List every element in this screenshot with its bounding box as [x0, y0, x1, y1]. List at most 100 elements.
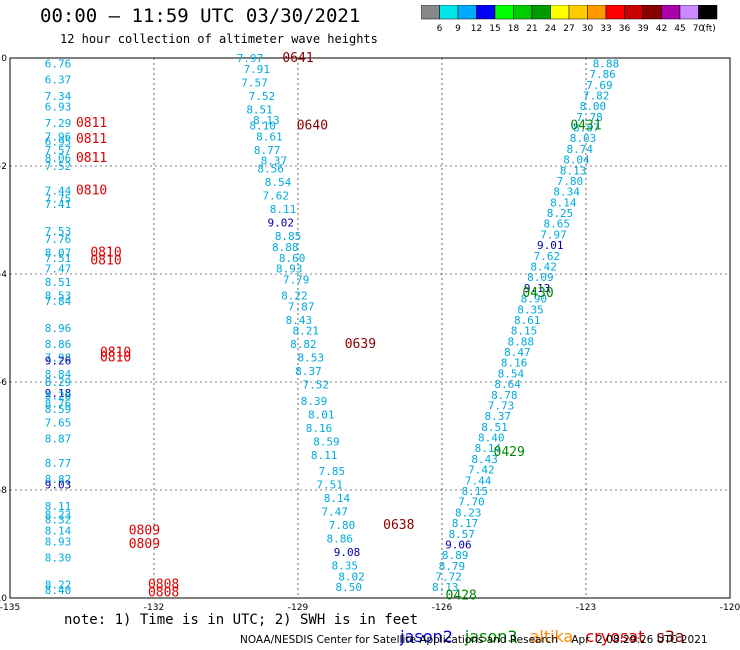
swh-value-label: 7.42 — [468, 464, 495, 477]
swh-value-label: 8.56 — [257, 163, 284, 176]
swh-value-label: 8.07 — [45, 246, 72, 259]
swh-value-label: 8.23 — [455, 506, 482, 519]
legend-cryosat: cryosat — [585, 627, 645, 646]
swh-value-label: 8.43 — [471, 453, 498, 466]
swh-value-label: 8.51 — [45, 276, 72, 289]
swh-value-label: 7.86 — [589, 68, 616, 81]
swh-value-label: 8.74 — [566, 143, 593, 156]
colorbar-label: 18 — [508, 24, 520, 34]
swh-value-label: 7.80 — [329, 519, 356, 532]
pass-time-label: 0641 — [282, 51, 313, 66]
swh-value-label: 8.88 — [507, 335, 534, 348]
swh-value-label: 8.03 — [570, 132, 597, 145]
swh-value-label: 7.51 — [316, 479, 343, 492]
swh-value-label: 7.57 — [45, 144, 72, 157]
colorbar-swatch — [698, 5, 718, 20]
swh-value-label: 7.70 — [458, 496, 485, 509]
swh-value-label: 8.54 — [265, 176, 292, 189]
swh-value-label: 8.65 — [544, 218, 571, 231]
swh-value-label: 8.86 — [45, 338, 72, 351]
colorbar-label: 27 — [563, 24, 574, 34]
swh-value-label: 7.53 — [45, 225, 72, 238]
pass-time-label: 0810 — [100, 351, 131, 366]
swh-value-label: 8.35 — [332, 560, 359, 573]
swh-value-label: 8.77 — [254, 144, 281, 157]
swh-value-label: 7.44 — [45, 184, 72, 197]
swh-value-label: 8.34 — [553, 186, 580, 199]
swh-value-label: 7.41 — [45, 198, 72, 211]
swh-value-label: 9.18 — [45, 387, 72, 400]
swh-value-label: 7.97 — [237, 52, 264, 65]
swh-value-label: 8.32 — [45, 514, 72, 527]
swh-value-label: 8.88 — [272, 241, 299, 254]
swh-value-label: 9.26 — [45, 354, 72, 367]
swh-value-label: 7.52 — [303, 379, 330, 392]
swh-value-label: 8.93 — [45, 535, 72, 548]
pass-time-label: 0809 — [129, 537, 160, 552]
swh-value-label: 8.28 — [45, 390, 72, 403]
swh-value-label: 7.82 — [583, 89, 610, 102]
y-tick-label: -2 — [0, 162, 7, 172]
legend-altika: altika — [529, 627, 574, 646]
swh-value-label: 8.43 — [286, 314, 313, 327]
swh-value-label: 8.50 — [336, 581, 363, 594]
legend-s3a: s3a — [656, 627, 685, 646]
swh-value-label: 7.69 — [586, 79, 613, 92]
swh-value-label: 8.47 — [504, 346, 531, 359]
swh-value-label: 8.82 — [290, 338, 317, 351]
footer-credit: NOAA/NESDIS Center for Satellite Applica… — [240, 634, 708, 646]
swh-value-label: 7.75 — [45, 192, 72, 205]
colorbar-label: 36 — [619, 24, 631, 34]
swh-value-label: 9.13 — [524, 282, 551, 295]
swh-value-label: 8.96 — [45, 322, 72, 335]
swh-value-label: 8.93 — [276, 263, 303, 276]
x-tick-label: -126 — [432, 603, 453, 613]
pass-time-label: 0810 — [100, 345, 131, 360]
units-note: note: 1) Time is in UTC; 2) SWH is in fe… — [64, 612, 419, 628]
pass-time-label: 0811 — [76, 151, 107, 166]
swh-value-label: 8.57 — [448, 528, 475, 541]
swh-value-label: 8.77 — [45, 457, 72, 470]
swh-value-label: 8.13 — [432, 581, 459, 594]
swh-value-label: 8.15 — [462, 485, 489, 498]
swh-value-label: 8.61 — [256, 130, 283, 143]
swh-value-label: 8.02 — [338, 570, 365, 583]
swh-value-label: 8.51 — [246, 103, 273, 116]
swh-value-label: 7.29 — [45, 117, 72, 130]
colorbar-label: 70 — [693, 24, 705, 34]
swh-value-label: 8.78 — [491, 389, 518, 402]
swh-value-label: 8.29 — [45, 376, 72, 389]
swh-value-label: 7.34 — [45, 90, 72, 103]
swh-value-label: 8.11 — [311, 449, 338, 462]
swh-value-label: 8.11 — [45, 500, 72, 513]
swh-value-label: 7.47 — [321, 506, 348, 519]
swh-value-label: 8.21 — [292, 325, 319, 338]
swh-value-label: 8.04 — [563, 154, 590, 167]
swh-value-label: 8.64 — [494, 378, 521, 391]
swh-value-label: 8.14 — [475, 442, 502, 455]
swh-value-label: 7.57 — [241, 76, 268, 89]
pass-time-label: 0640 — [297, 119, 328, 134]
swh-value-label: 7.80 — [557, 175, 584, 188]
swh-value-label: 7.96 — [45, 130, 72, 143]
swh-value-label: 8.90 — [521, 293, 548, 306]
swh-value-label: 8.16 — [306, 422, 333, 435]
swh-value-label: 9.01 — [537, 239, 564, 252]
colorbar-label: 9 — [455, 24, 461, 34]
y-tick-label: -4 — [0, 270, 7, 280]
colorbar-label: 24 — [545, 24, 557, 34]
swh-value-label: 8.13 — [253, 114, 280, 127]
swh-value-label: 8.09 — [527, 271, 554, 284]
swh-value-label: 8.82 — [45, 473, 72, 486]
swh-value-label: 9.02 — [267, 217, 294, 230]
x-tick-label: -132 — [144, 603, 164, 613]
swh-value-label: 8.53 — [45, 290, 72, 303]
swh-value-label: 8.06 — [45, 152, 72, 165]
colorbar-label: 42 — [656, 24, 667, 34]
pass-time-label: 0810 — [90, 254, 121, 269]
colorbar-label: 39 — [637, 24, 649, 34]
pass-time-label: 0808 — [148, 586, 179, 601]
swh-value-label: 8.00 — [580, 100, 607, 113]
pass-time-label: 0811 — [76, 116, 107, 131]
